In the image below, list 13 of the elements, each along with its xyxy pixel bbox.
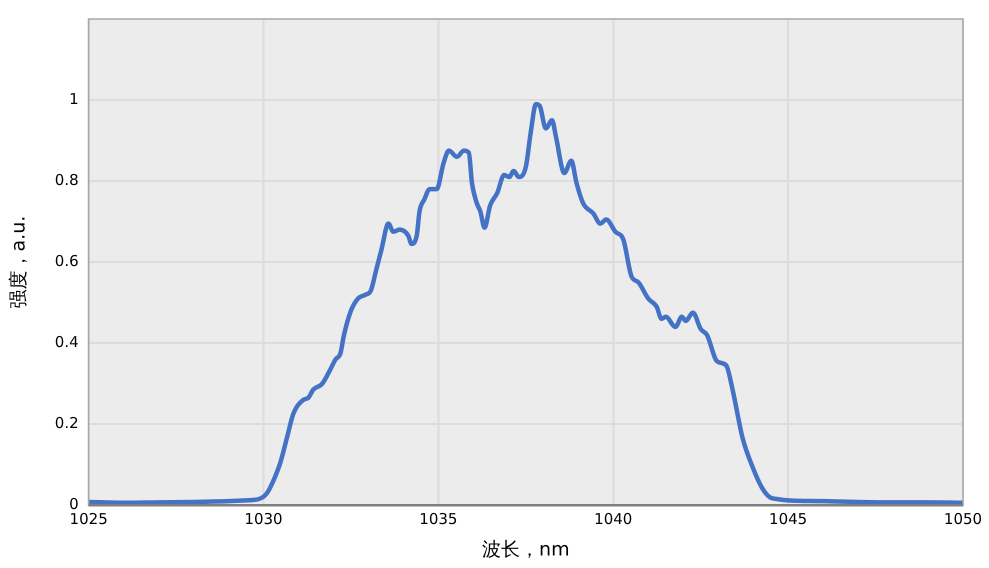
- y-axis-title: 强度，a.u.: [7, 216, 30, 308]
- x-tick-label: 1045: [769, 510, 808, 528]
- x-axis-title: 波长，nm: [482, 538, 570, 561]
- y-tick-label: 0.2: [54, 414, 79, 432]
- x-tick-label: 1035: [419, 510, 458, 528]
- line-series: [88, 102, 963, 506]
- x-tick-label: 1040: [594, 510, 632, 528]
- y-tick-label: 1: [69, 90, 79, 108]
- x-tick-label: 1030: [244, 510, 283, 528]
- y-tick-label: 0.4: [54, 333, 79, 352]
- x-tick-label: 1050: [944, 510, 982, 528]
- y-tick-label: 0.6: [54, 252, 79, 270]
- y-tick-label: 0.8: [54, 170, 79, 189]
